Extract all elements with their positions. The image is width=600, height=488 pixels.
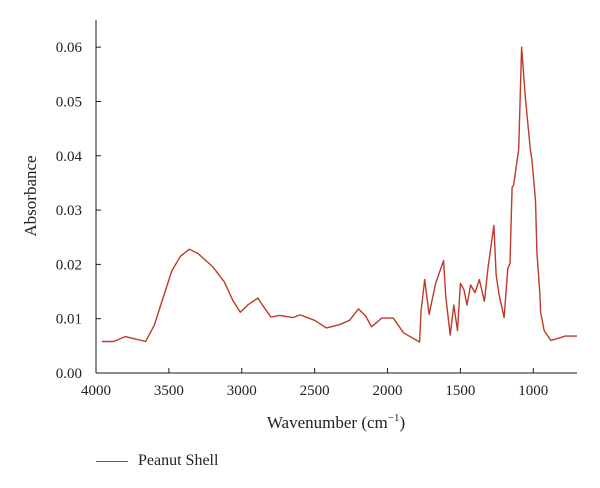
- y-tick-label: 0.05: [56, 94, 82, 110]
- x-tick-label: 4000: [81, 383, 111, 399]
- x-tick-label: 3500: [154, 383, 184, 399]
- y-ticks: 0.00 0.01 0.02 0.03 0.04 0.05 0.06: [56, 40, 101, 382]
- legend-label: Peanut Shell: [138, 452, 219, 469]
- x-tick-label: 3000: [227, 383, 257, 399]
- x-tick-label: 1000: [518, 383, 548, 399]
- series-line-0: [101, 46, 577, 343]
- x-ticks: 4000 3500 3000 2500 2000 1500 1000: [81, 368, 548, 399]
- y-tick-label: 0.00: [56, 366, 82, 382]
- chart: 4000 3500 3000 2500 2000 1500 1000 0.000.010.0…: [21, 20, 577, 432]
- y-axis-title: Absorbance: [21, 155, 40, 236]
- x-tick-label: 2000: [373, 383, 403, 399]
- y-tick-label: 0.03: [56, 203, 82, 219]
- x-axis-title: Wavenumber (cm−1): [267, 412, 405, 432]
- legend-swatch: [96, 460, 128, 462]
- y-tick-label: 0.02: [56, 257, 82, 273]
- y-tick-label: 0.04: [56, 149, 83, 165]
- y-tick-label: 0.06: [56, 40, 83, 56]
- x-tick-label: 2500: [300, 383, 330, 399]
- x-tick-label: 1500: [445, 383, 475, 399]
- legend: Peanut Shell: [96, 452, 218, 470]
- axes: [95, 20, 577, 374]
- y-tick-label: 0.01: [56, 312, 82, 328]
- plot-area: [101, 46, 577, 343]
